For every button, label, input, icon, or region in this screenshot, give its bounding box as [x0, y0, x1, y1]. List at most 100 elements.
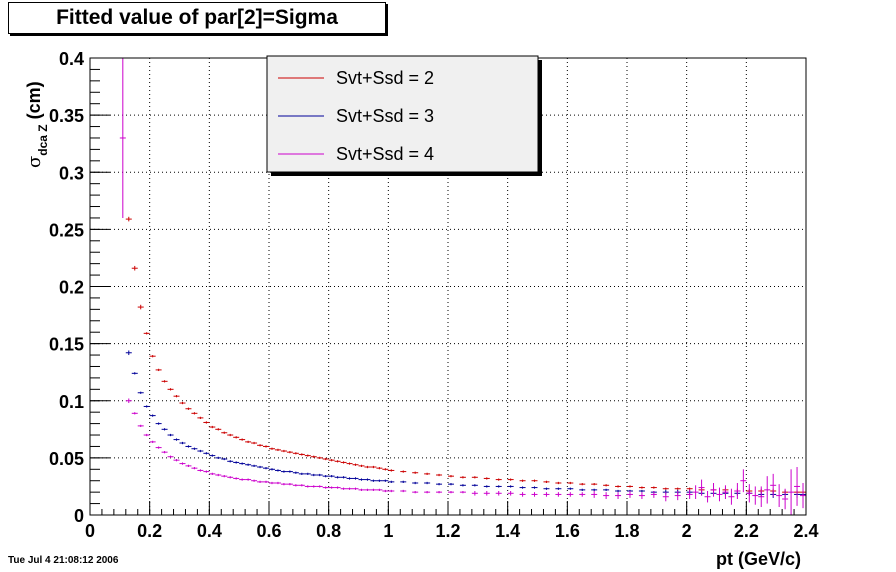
data-point: [734, 483, 741, 500]
legend-label-svt-ssd-2: Svt+Ssd = 2: [336, 68, 434, 88]
data-point: [197, 449, 204, 453]
legend-label-svt-ssd-3: Svt+Ssd = 3: [336, 106, 434, 126]
data-point: [251, 479, 258, 482]
data-point: [274, 481, 281, 485]
data-point: [400, 489, 407, 493]
data-point: [638, 489, 645, 493]
data-point: [185, 445, 192, 448]
data-point: [143, 433, 150, 437]
data-point: [239, 462, 246, 465]
data-point: [286, 451, 293, 454]
data-point: [167, 433, 174, 437]
data-point: [292, 452, 299, 455]
data-point: [603, 492, 610, 500]
data-point: [298, 484, 305, 487]
data-point: [263, 480, 270, 484]
data-point: [173, 395, 180, 398]
y-tick-label: 0.4: [59, 49, 84, 69]
data-point: [531, 486, 538, 489]
x-tick-label: 1.6: [555, 521, 580, 541]
x-tick-label: 1.8: [614, 521, 639, 541]
data-point: [215, 456, 222, 460]
x-tick-label: 0.8: [316, 521, 341, 541]
data-point: [686, 489, 693, 500]
data-point: [603, 488, 610, 492]
data-point: [203, 421, 210, 424]
data-point: [280, 470, 287, 473]
data-point: [483, 477, 490, 480]
data-point: [167, 455, 174, 458]
data-point: [555, 487, 562, 490]
data-point: [316, 473, 323, 477]
data-point: [424, 472, 431, 476]
data-point: [221, 457, 228, 461]
data-point: [197, 416, 204, 420]
data-point: [292, 471, 299, 474]
data-point: [650, 486, 657, 489]
data-point: [143, 332, 150, 335]
data-point: [227, 476, 234, 479]
plot-title-box: Fitted value of par[2]=Sigma: [8, 2, 386, 34]
data-point: [567, 481, 574, 485]
data-point: [531, 479, 538, 482]
data-point: [340, 476, 347, 479]
data-point: [567, 487, 574, 490]
data-point: [173, 438, 180, 441]
data-point: [674, 487, 681, 490]
data-point: [257, 480, 264, 484]
data-point: [626, 485, 633, 488]
data-point: [149, 355, 156, 358]
data-point: [149, 414, 156, 417]
x-axis-label: pt (GeV/c): [716, 549, 801, 569]
data-point: [692, 485, 699, 500]
data-point: [209, 425, 216, 429]
data-point: [471, 476, 478, 479]
data-point: [615, 492, 622, 500]
x-tick-label: 2: [682, 521, 692, 541]
x-tick-label: 1.4: [495, 521, 520, 541]
data-point: [591, 491, 598, 498]
data-point: [424, 491, 431, 494]
data-point: [495, 491, 502, 496]
data-point: [352, 463, 359, 466]
data-point: [197, 469, 204, 472]
data-point: [364, 478, 371, 481]
data-point: [370, 488, 377, 492]
data-point: [519, 479, 526, 482]
y-tick-label: 0.25: [49, 220, 84, 240]
data-point: [155, 446, 162, 449]
data-point: [638, 486, 645, 489]
data-point: [263, 445, 270, 448]
data-point: [310, 485, 317, 488]
x-tick-label: 2.2: [734, 521, 759, 541]
data-point: [400, 470, 407, 473]
data-point: [322, 457, 329, 461]
data-point: [251, 464, 258, 468]
data-point: [543, 492, 550, 497]
data-point: [662, 492, 669, 502]
data-point: [352, 487, 359, 490]
data-point: [800, 483, 807, 509]
data-point: [251, 441, 258, 445]
data-point: [233, 477, 240, 480]
data-point: [447, 491, 454, 494]
x-tick-label: 0.2: [137, 521, 162, 541]
data-point: [239, 438, 246, 441]
data-point: [304, 485, 311, 488]
data-point: [662, 487, 669, 490]
data-point: [543, 487, 550, 490]
data-point: [579, 488, 586, 492]
y-tick-label: 0: [74, 506, 84, 526]
y-axis-label: σdca Z (cm): [24, 81, 50, 168]
data-point: [227, 433, 234, 437]
data-point: [173, 459, 180, 462]
data-point: [268, 481, 275, 485]
y-tick-label: 0.05: [49, 449, 84, 469]
data-point: [346, 462, 353, 465]
data-point: [263, 467, 270, 470]
data-point: [436, 483, 443, 486]
data-point: [191, 447, 198, 450]
y-axis-label-subscript: dca Z: [36, 124, 50, 155]
data-point: [131, 372, 138, 375]
x-tick-label: 0.4: [197, 521, 222, 541]
